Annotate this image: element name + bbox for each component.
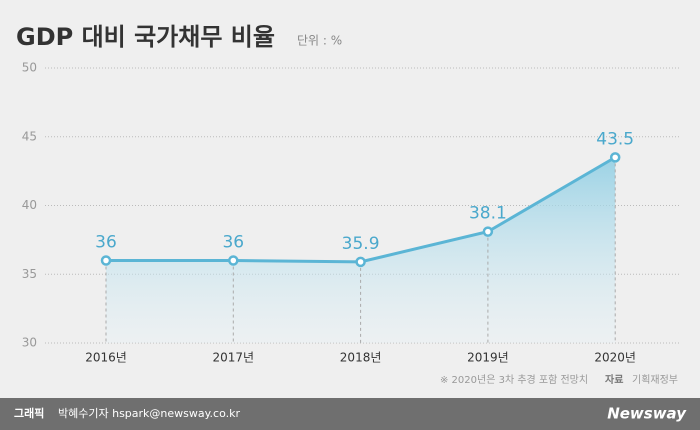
chart-title: GDP 대비 국가채무 비율 [16, 23, 275, 51]
note: ※ 2020년은 3차 추경 포함 전망치 [440, 373, 588, 386]
value-label: 36 [95, 233, 117, 253]
credit-label: 그래픽 [14, 406, 44, 420]
logo: Newsway [607, 405, 687, 423]
x-tick-label: 2016년 [85, 351, 127, 365]
source: 기획재정부 [632, 374, 678, 386]
point [482, 226, 494, 237]
x-tick-label: 2018년 [340, 351, 382, 365]
point [228, 255, 239, 266]
x-tick-label: 2019년 [467, 351, 509, 365]
chart-subtitle: 단위 : % [297, 34, 342, 48]
source-label: 자료 [605, 373, 623, 386]
value-label: 35.9 [342, 234, 380, 254]
footer-bar [0, 398, 700, 430]
x-tick-label: 2017년 [213, 351, 255, 365]
point [609, 152, 621, 163]
y-tick-label: 45 [22, 129, 37, 143]
y-tick-label: 30 [22, 336, 37, 350]
value-label: 43.5 [596, 129, 634, 149]
y-tick-label: 35 [22, 267, 37, 281]
y-tick-label: 50 [22, 61, 37, 75]
point [355, 256, 366, 268]
x-tick-label: 2020년 [594, 351, 636, 365]
y-tick-label: 40 [22, 198, 37, 212]
value-label: 38.1 [469, 204, 507, 224]
value-label: 36 [222, 233, 244, 253]
point [100, 255, 112, 266]
credit: 박혜수기자 hspark@newsway.co.kr [58, 407, 241, 420]
